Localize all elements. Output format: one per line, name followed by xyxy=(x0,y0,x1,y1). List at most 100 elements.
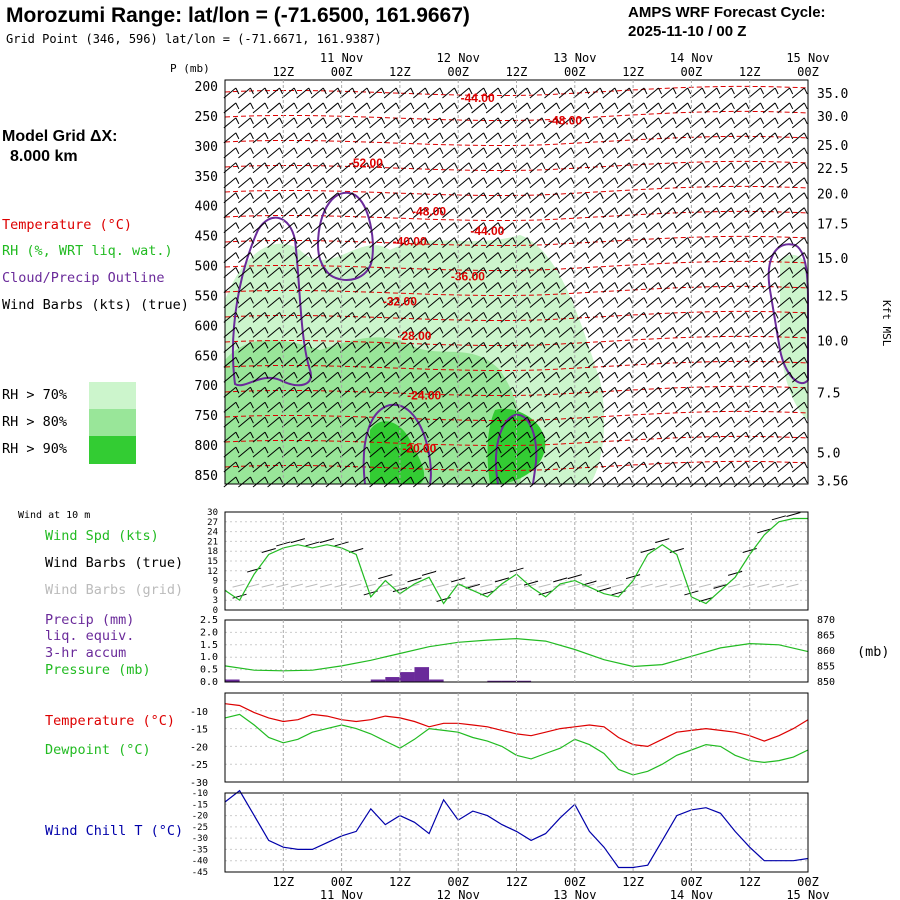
wind-barb xyxy=(500,341,517,353)
isotherm-label: -24.00 xyxy=(407,388,441,402)
wind-barb xyxy=(719,371,735,383)
wind-barb xyxy=(252,102,269,114)
wind-barb-true xyxy=(786,512,801,518)
wind-barb xyxy=(719,132,735,144)
wind-barb xyxy=(602,237,619,248)
bottom-time-tick-label: 12Z xyxy=(506,875,528,889)
wind-barb xyxy=(383,371,400,383)
wind-barb xyxy=(456,371,473,383)
wind-barb xyxy=(748,102,765,114)
wind-barb xyxy=(427,252,444,263)
wind-speed-label: Wind Spd (kts) xyxy=(45,528,159,544)
wind-barb xyxy=(689,371,706,383)
wind-barb xyxy=(413,356,429,368)
wind-barb xyxy=(369,341,386,353)
wind-barb xyxy=(544,371,560,383)
wind-barb xyxy=(252,177,269,189)
wind-barb xyxy=(689,237,706,248)
wind-barb xyxy=(660,207,677,219)
wind-barb xyxy=(383,446,400,458)
wind-barb xyxy=(631,87,648,99)
wind-barb xyxy=(675,446,692,458)
wind-barb-grid xyxy=(538,583,551,588)
wind-barb xyxy=(442,297,458,308)
wind-barb xyxy=(719,341,735,353)
legend-cloud: Cloud/Precip Outline xyxy=(2,270,165,286)
wind-barb xyxy=(383,401,400,413)
wind-barb xyxy=(485,297,502,308)
wind-barb xyxy=(762,386,779,398)
wind-barb xyxy=(573,416,590,428)
wind-barb xyxy=(529,312,546,323)
wind-barb xyxy=(573,117,590,129)
wind-barb xyxy=(733,356,750,368)
wind-barb xyxy=(238,162,254,174)
wind-barb xyxy=(267,461,284,473)
wind-barb xyxy=(558,446,575,458)
wind-barb xyxy=(471,207,488,219)
wind-barb xyxy=(354,192,371,204)
wind-barb xyxy=(340,341,356,353)
wind-barb xyxy=(310,177,327,189)
wind-barb xyxy=(515,147,531,159)
wind-barb xyxy=(617,207,633,219)
wind-barb xyxy=(442,207,458,219)
wind-barb xyxy=(660,267,677,278)
wind-barb xyxy=(456,117,473,129)
wind-barb xyxy=(252,147,269,159)
wind-barb xyxy=(325,461,342,473)
wind-barb xyxy=(719,177,735,189)
wind-barb-grid xyxy=(465,583,478,588)
wind-barb xyxy=(427,87,444,99)
wind-barb xyxy=(252,341,269,353)
wind-barb xyxy=(777,356,794,368)
wind-barb xyxy=(354,476,371,488)
wind-barb xyxy=(398,147,415,159)
wind-barb xyxy=(704,282,721,293)
wind-barb xyxy=(631,371,648,383)
wind-barb xyxy=(369,222,386,234)
isotherm-line xyxy=(224,335,809,347)
wind-barb xyxy=(791,386,808,398)
wind-barb xyxy=(456,237,473,248)
wind-barb xyxy=(646,282,662,293)
wind-barb xyxy=(427,476,444,488)
wind-barb xyxy=(719,431,735,443)
wind-barb xyxy=(340,416,356,428)
wind-barb-grid xyxy=(669,583,682,588)
wind-barb xyxy=(777,461,794,473)
wind-barb xyxy=(456,132,473,144)
wind-barb xyxy=(340,461,356,473)
wind-barb xyxy=(515,312,531,323)
wind-barb xyxy=(383,282,400,293)
wind-barb xyxy=(485,87,502,99)
wind-barb xyxy=(238,461,254,473)
top-day-label: 12 Nov xyxy=(437,51,480,65)
wind-barb xyxy=(354,207,371,219)
wind-barb xyxy=(296,252,313,263)
wind-barb xyxy=(791,222,808,234)
wind-barb xyxy=(471,162,488,174)
wind-barb xyxy=(456,282,473,293)
wind-barb xyxy=(675,237,692,248)
wind-barb xyxy=(456,297,473,308)
wind-barb xyxy=(631,117,648,129)
wind-barb xyxy=(223,117,240,129)
wind-barb xyxy=(529,282,546,293)
wind-barb xyxy=(325,476,342,488)
wind-barb xyxy=(398,327,415,338)
top-time-tick-label: 12Z xyxy=(622,65,644,79)
isotherm-line xyxy=(224,85,809,97)
wind-barb xyxy=(238,297,254,308)
wind-barb xyxy=(354,327,371,338)
wind-barb xyxy=(223,476,240,488)
wind-barb xyxy=(617,117,633,129)
top-time-tick-label: 00Z xyxy=(681,65,703,79)
wind-barb xyxy=(791,147,808,159)
wind-barb xyxy=(296,117,313,129)
wind-barb xyxy=(267,207,284,219)
wind-barb xyxy=(791,312,808,323)
wind-barb xyxy=(413,446,429,458)
wind-barb xyxy=(748,147,765,159)
